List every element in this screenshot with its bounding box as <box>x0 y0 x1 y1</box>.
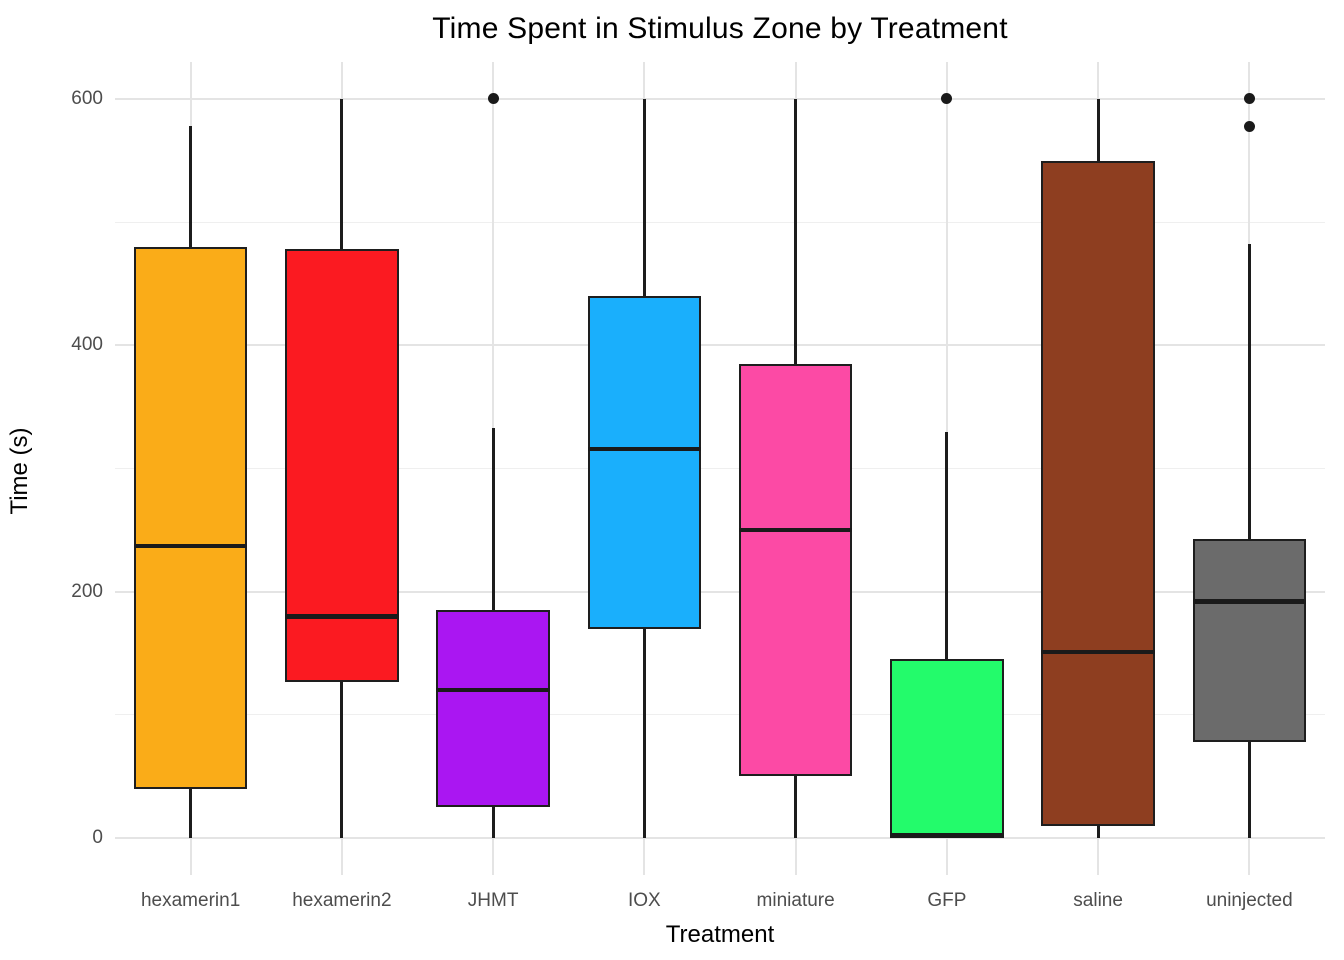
boxplot-box-miniature <box>738 363 853 777</box>
boxplot-box-hexamerin2 <box>285 249 399 682</box>
gridline-minor <box>115 468 1325 469</box>
gridline-minor <box>115 714 1325 716</box>
x-tick-label-IOX: IOX <box>628 890 661 911</box>
gridline-minor <box>115 221 1325 223</box>
median-line <box>436 687 550 693</box>
x-tick-label-JHMT: JHMT <box>467 890 519 911</box>
x-tick-label-miniature: miniature <box>756 890 835 911</box>
boxplot-box-GFP <box>890 659 1004 839</box>
median-line <box>738 527 853 533</box>
median-line <box>587 446 702 452</box>
outlier-point <box>1243 120 1255 132</box>
outlier-point <box>941 93 953 105</box>
x-axis-title: Treatment <box>665 921 775 948</box>
median-line <box>285 614 399 619</box>
y-tick-label: 600 <box>71 87 103 109</box>
median-line <box>890 833 1004 838</box>
y-tick-label: 200 <box>71 580 103 602</box>
x-tick-label-hexamerin2: hexamerin2 <box>292 890 392 911</box>
boxplot-box-IOX <box>587 296 702 629</box>
median-line <box>1192 599 1307 604</box>
boxplot-box-saline <box>1041 160 1155 826</box>
gridline-major <box>115 97 1325 100</box>
median-line <box>1041 649 1155 655</box>
x-tick-label-hexamerin1: hexamerin1 <box>140 890 241 911</box>
y-axis-title: Time (s) <box>6 427 33 515</box>
gridline-major <box>115 837 1325 840</box>
y-tick-label: 400 <box>71 334 103 356</box>
y-tick-label: 0 <box>92 827 103 849</box>
whisker-line <box>945 431 949 839</box>
gridline-major <box>115 590 1325 593</box>
boxplot-box-uninjected <box>1192 538 1307 742</box>
boxplot-box-hexamerin1 <box>133 246 248 789</box>
median-line <box>133 543 248 549</box>
outlier-point <box>1243 93 1255 105</box>
plot-panel <box>115 62 1325 875</box>
gridline-major <box>115 344 1325 347</box>
x-tick-label-GFP: GFP <box>927 890 967 911</box>
x-tick-label-saline: saline <box>1073 890 1123 911</box>
chart-title: Time Spent in Stimulus Zone by Treatment <box>432 12 1008 45</box>
x-tick-label-uninjected: uninjected <box>1206 890 1293 911</box>
boxplot-box-JHMT <box>436 610 550 808</box>
outlier-point <box>487 93 499 105</box>
